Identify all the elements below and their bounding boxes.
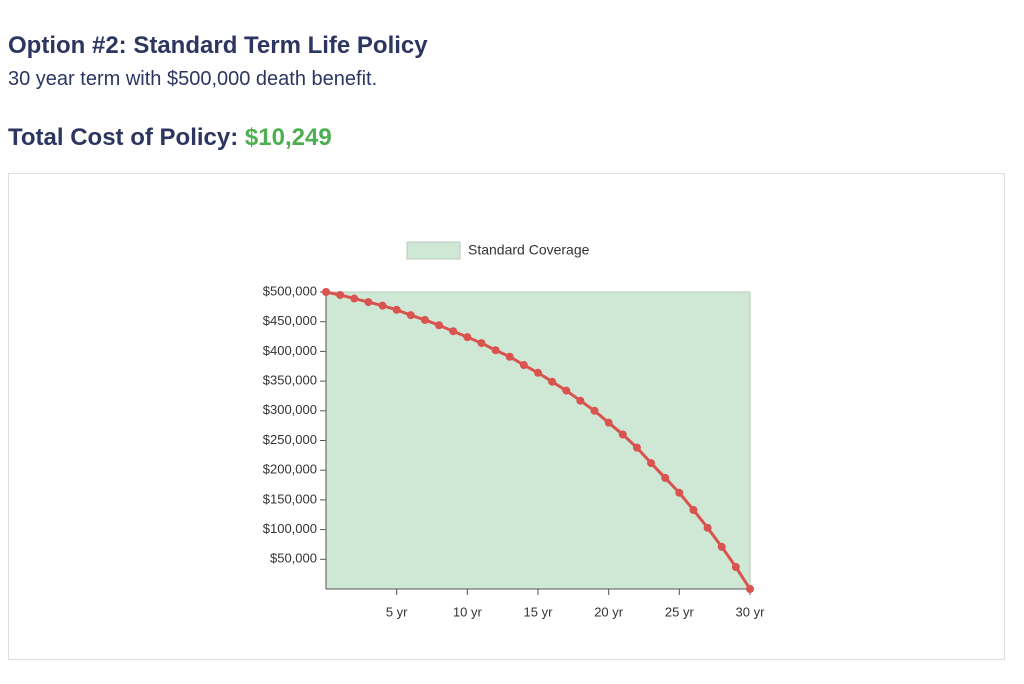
value-point [661, 473, 670, 482]
value-point [717, 542, 726, 551]
x-tick-label: 20 yr [594, 604, 624, 619]
value-point [576, 396, 585, 405]
value-point [420, 315, 429, 324]
x-tick-label: 15 yr [524, 604, 554, 619]
chart-box [8, 173, 1005, 660]
value-point [548, 377, 557, 386]
y-tick-label: $500,000 [263, 283, 317, 298]
value-point [449, 327, 458, 336]
policy-title: Option #2: Standard Term Life Policy [8, 32, 428, 59]
y-tick-label: $400,000 [263, 343, 317, 358]
y-tick-label: $450,000 [263, 313, 317, 328]
value-point [746, 585, 754, 593]
y-tick-label: $50,000 [270, 551, 317, 566]
legend-label: Standard Coverage [468, 242, 590, 258]
cost-label: Total Cost of Policy: [8, 124, 239, 151]
y-tick-label: $250,000 [263, 432, 317, 447]
legend-swatch [406, 241, 461, 260]
y-tick-label: $100,000 [263, 521, 317, 536]
value-point [477, 339, 486, 348]
value-point [463, 333, 472, 342]
value-point [322, 288, 330, 296]
value-point [731, 563, 740, 572]
value-point [350, 294, 359, 303]
value-point [406, 311, 415, 320]
value-point [505, 352, 514, 361]
value-point [675, 488, 684, 497]
cost-line: Total Cost of Policy: $10,249 [8, 124, 332, 152]
x-tick-label: 10 yr [453, 604, 483, 619]
value-point [435, 321, 444, 330]
y-tick-label: $200,000 [263, 462, 317, 477]
value-point [562, 386, 571, 395]
value-point [336, 290, 345, 299]
value-point [632, 443, 641, 452]
value-point [604, 418, 613, 427]
x-tick-label: 30 yr [736, 604, 766, 619]
value-point [519, 361, 528, 370]
value-point [618, 430, 627, 439]
y-tick-label: $350,000 [263, 373, 317, 388]
value-point [590, 406, 599, 415]
value-point [378, 301, 387, 310]
value-point [491, 346, 500, 355]
value-point [364, 298, 373, 307]
y-tick-label: $300,000 [263, 402, 317, 417]
x-tick-label: 25 yr [665, 604, 695, 619]
policy-subtitle: 30 year term with $500,000 death benefit… [8, 68, 378, 90]
coverage-area [325, 291, 751, 590]
value-point [703, 523, 712, 532]
value-point [534, 368, 542, 377]
value-point [392, 305, 401, 314]
value-point [689, 505, 698, 514]
y-tick-label: $150,000 [263, 491, 317, 506]
cost-value: $10,249 [244, 124, 332, 151]
x-tick-label: 5 yr [386, 604, 408, 619]
value-point [647, 459, 656, 468]
